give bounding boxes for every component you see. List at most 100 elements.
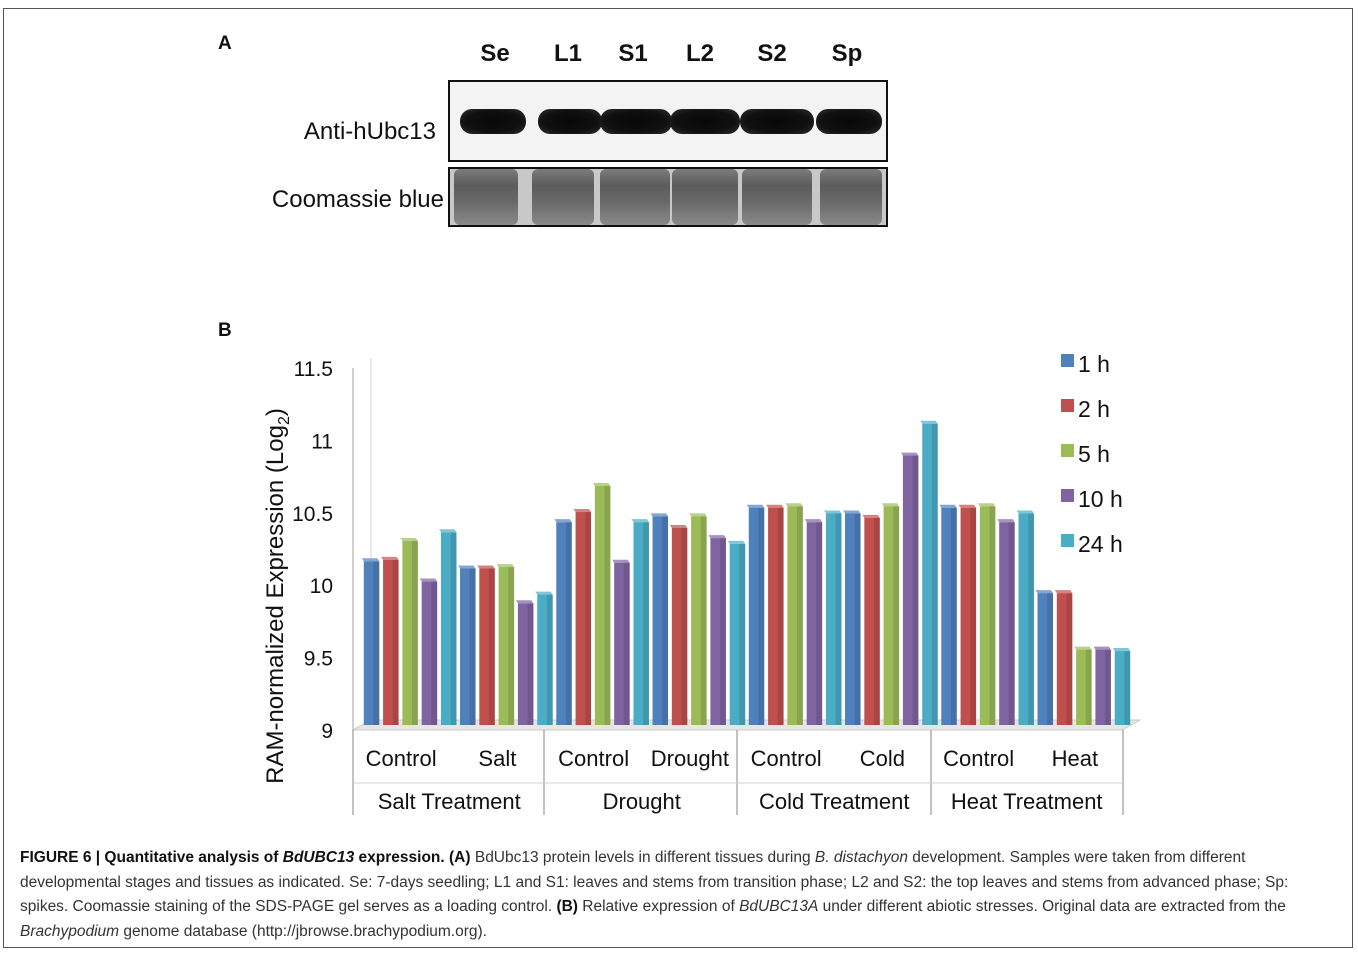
bar-top (977, 503, 996, 507)
caption-text: genome database (http://jbrowse.brachypo… (119, 922, 487, 940)
legend-label: 1 h (1078, 351, 1110, 377)
bar-top (458, 565, 476, 569)
bar-shade (411, 541, 418, 725)
bar (922, 423, 938, 725)
bar-top (958, 504, 977, 508)
blot-band (740, 109, 814, 134)
bar-top (573, 509, 592, 513)
blot-band (670, 109, 740, 134)
bar (748, 507, 765, 725)
x-group-label: Cold Treatment (759, 789, 909, 814)
bar (825, 513, 842, 725)
bar (768, 507, 784, 725)
bar-shade (681, 527, 688, 725)
bar (383, 559, 399, 725)
blot-row-label-anti: Anti-hUbc13 (303, 118, 436, 145)
bar (883, 506, 900, 725)
bar-top (900, 452, 919, 456)
bar-shade (854, 513, 861, 725)
lane-label: Se (480, 40, 510, 67)
caption-species: B. distachyon (814, 849, 908, 866)
coomassie-gel-image (448, 167, 888, 227)
bar-top (650, 513, 669, 517)
western-blot-image (448, 80, 888, 162)
bar-shade (604, 485, 611, 725)
bar-shade (623, 562, 630, 725)
bar-top (823, 510, 842, 514)
y-tick-label: 9 (321, 720, 333, 743)
bar (979, 506, 996, 725)
bar-shade (373, 561, 380, 725)
gel-lane (742, 169, 812, 225)
bar-shade (873, 517, 880, 725)
caption-text: development. Samples were taken from dif… (20, 849, 1289, 915)
bar (845, 513, 861, 725)
y-axis-label: RAM-normalized Expression (Log2) (262, 408, 293, 784)
bar-top (438, 529, 457, 533)
bar-top (766, 504, 784, 508)
bar-top (477, 565, 495, 569)
x-category-label: Drought (651, 746, 729, 771)
bar (806, 522, 823, 725)
bar-top (881, 503, 900, 507)
x-group-label: Salt Treatment (378, 789, 521, 814)
bar-shade (970, 507, 977, 725)
bar-shade (527, 603, 534, 725)
bar-shade (546, 594, 553, 725)
blot-row-label-coomassie: Coomassie blue (271, 186, 444, 213)
bar (902, 455, 919, 725)
blot-band (816, 109, 882, 134)
bar-shade (585, 512, 592, 725)
bar (1018, 513, 1034, 725)
bar-top (1112, 648, 1131, 652)
bar (479, 568, 495, 725)
bar-shade (1105, 649, 1111, 725)
bar-top (592, 482, 611, 486)
bar-top (496, 564, 515, 568)
bar-shade (469, 568, 476, 725)
caption-title: FIGURE 6 | Quantitative analysis of (20, 849, 283, 866)
x-group-label: Drought (603, 789, 681, 814)
bar-shade (931, 423, 938, 725)
bar (999, 522, 1015, 725)
x-category-label: Control (751, 746, 822, 771)
bar (729, 543, 746, 725)
gel-lane (820, 169, 882, 225)
bar-shade (989, 506, 996, 725)
bar (440, 532, 457, 725)
legend-label: 24 h (1078, 531, 1123, 557)
caption-a-tag: (A) (449, 849, 471, 866)
x-category-label: Control (366, 746, 437, 771)
bar-shade (796, 506, 803, 725)
bar-top (689, 513, 707, 517)
lane-label: S2 (757, 40, 787, 67)
x-category-label: Control (558, 746, 629, 771)
blot-band (600, 109, 672, 134)
bar-top (669, 524, 688, 528)
bar-top (361, 558, 380, 562)
bar-shade (739, 543, 746, 725)
y-tick-label: 10.5 (292, 503, 333, 526)
bar-top (843, 510, 861, 514)
bar-top (1074, 646, 1092, 650)
bar-top (400, 538, 418, 541)
y-tick-label: 11 (311, 430, 333, 453)
y-tick-label: 9.5 (304, 648, 333, 671)
bar-top (1035, 590, 1054, 594)
legend-label: 5 h (1078, 441, 1110, 467)
bar (633, 522, 649, 725)
bar-top (862, 514, 880, 518)
panel-b-label: B (218, 320, 232, 341)
bar (671, 527, 688, 725)
bar-top (708, 535, 726, 539)
bar-top (997, 519, 1015, 523)
lane-label: Sp (831, 40, 863, 67)
bar-shade (565, 522, 572, 725)
bar (517, 603, 534, 725)
bar (498, 567, 515, 725)
panel-a-label: A (218, 33, 232, 54)
x-group-label: Heat Treatment (951, 789, 1103, 814)
gel-lane (672, 169, 738, 225)
caption-title-end: expression. (354, 849, 445, 866)
legend-label: 2 h (1078, 396, 1110, 422)
